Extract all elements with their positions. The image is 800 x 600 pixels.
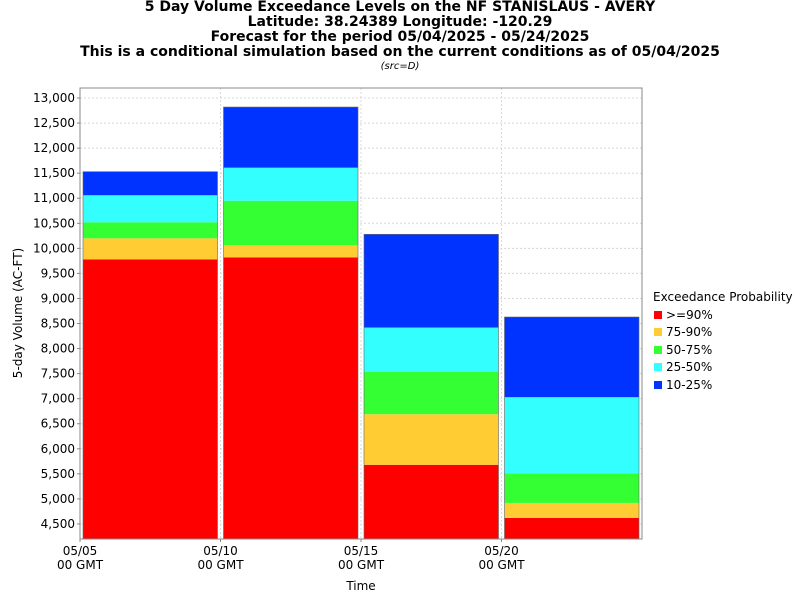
- bar-segment: [83, 259, 218, 539]
- y-tick-label: 11,000: [33, 191, 75, 205]
- y-tick-label: 8,000: [41, 342, 75, 356]
- y-tick-label: 6,500: [41, 417, 75, 431]
- bar-stack: [223, 106, 359, 540]
- bar-stack: [363, 234, 499, 540]
- legend-item: 75-90%: [653, 324, 793, 342]
- bar-segment: [504, 517, 639, 539]
- y-tick-label: 9,000: [41, 291, 75, 305]
- x-tick-label: 05/05: [63, 544, 98, 558]
- y-tick-label: 4,500: [41, 517, 75, 531]
- x-tick-sublabel: 00 GMT: [478, 558, 525, 572]
- y-tick-label: 13,000: [33, 91, 75, 105]
- y-tick-label: 9,500: [41, 266, 75, 280]
- bar-segment: [223, 107, 358, 168]
- bar-stack: [82, 171, 218, 540]
- y-tick-label: 10,500: [33, 216, 75, 230]
- chart-subtitle: (src=D): [380, 61, 420, 72]
- y-tick-label: 12,500: [33, 116, 75, 130]
- legend-item: 50-75%: [653, 341, 793, 359]
- bar-segment: [223, 167, 358, 201]
- bar-segment: [504, 502, 639, 518]
- legend-label: 25-50%: [666, 360, 713, 375]
- y-tick-label: 5,500: [41, 467, 75, 481]
- bar-segment: [504, 397, 639, 474]
- legend-swatch: [654, 363, 662, 372]
- legend-swatch: [654, 328, 662, 337]
- x-axis-title: Time: [345, 579, 375, 593]
- bar-segment: [83, 195, 218, 223]
- bar-segment: [223, 245, 358, 258]
- y-tick-label: 10,000: [33, 241, 75, 255]
- y-axis-ticks: 4,500 5,000 5,500 6,000 6,500 7,000 7,500 8,000…: [33, 91, 80, 531]
- chart-title-line-4: This is a conditional simulation based o…: [80, 44, 720, 60]
- x-tick-label: 05/10: [203, 544, 238, 558]
- bar-segment: [83, 222, 218, 239]
- y-tick-label: 11,500: [33, 166, 75, 180]
- bar-segment: [83, 171, 218, 196]
- bar-segment: [223, 200, 358, 246]
- legend-swatch: [654, 310, 662, 319]
- legend: Exceedance Probability >=90% 75-90% 50-75%…: [653, 289, 793, 394]
- bar-stack: [504, 316, 640, 540]
- bar-segment: [83, 238, 218, 260]
- bar-segment: [364, 464, 499, 539]
- chart-title-line-3: Forecast for the period 05/04/2025 - 05/…: [210, 29, 590, 45]
- legend-title: Exceedance Probability: [653, 290, 793, 304]
- legend-label: >=90%: [666, 307, 713, 322]
- legend-label: 10-25%: [666, 377, 713, 392]
- bar-segment: [504, 317, 639, 398]
- legend-items: >=90% 75-90% 50-75% 25-50% 10-25%: [653, 306, 793, 394]
- y-tick-label: 7,000: [41, 392, 75, 406]
- y-tick-label: 5,000: [41, 492, 75, 506]
- y-tick-label: 12,000: [33, 141, 75, 155]
- chart-titles: 5 Day Volume Exceedance Levels on the NF…: [0, 0, 800, 74]
- bar-segment: [223, 257, 358, 539]
- bar-segment: [504, 473, 639, 503]
- x-tick-sublabel: 00 GMT: [197, 558, 244, 572]
- x-tick-label: 05/15: [344, 544, 379, 558]
- legend-item: >=90%: [653, 306, 793, 324]
- legend-swatch: [654, 345, 662, 354]
- legend-label: 75-90%: [666, 325, 713, 340]
- y-tick-label: 8,500: [41, 317, 75, 331]
- stacked-bars: [82, 106, 640, 540]
- bar-segment: [364, 234, 499, 328]
- chart-title-line-2: Latitude: 38.24389 Longitude: -120.29: [247, 14, 553, 30]
- y-tick-label: 6,000: [41, 442, 75, 456]
- legend-item: 25-50%: [653, 359, 793, 377]
- legend-swatch: [654, 380, 662, 389]
- bar-segment: [364, 327, 499, 372]
- legend-label: 50-75%: [666, 342, 713, 357]
- x-tick-sublabel: 00 GMT: [338, 558, 385, 572]
- x-tick-label: 05/20: [484, 544, 519, 558]
- bar-segment: [364, 414, 499, 465]
- chart-title-line-1: 5 Day Volume Exceedance Levels on the NF…: [144, 0, 656, 15]
- x-tick-sublabel: 00 GMT: [57, 558, 104, 572]
- bar-segment: [364, 371, 499, 415]
- y-tick-label: 7,500: [41, 367, 75, 381]
- y-axis-title: 5-day Volume (AC-FT): [11, 248, 25, 378]
- legend-item: 10-25%: [653, 376, 793, 394]
